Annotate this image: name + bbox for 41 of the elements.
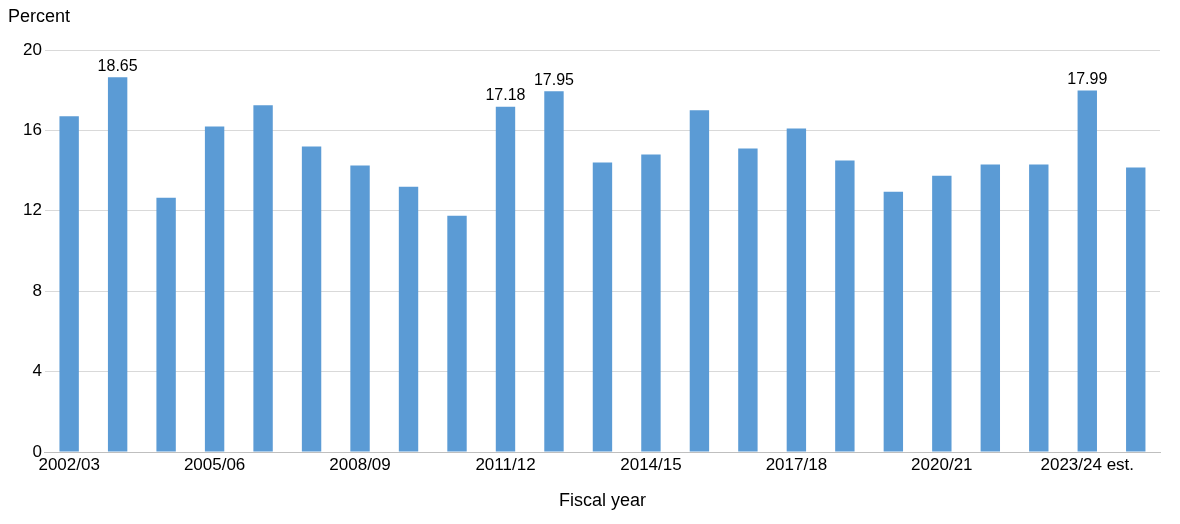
bar [980, 164, 1001, 452]
bar [204, 126, 225, 452]
bar [1077, 90, 1097, 452]
bar [592, 162, 613, 452]
data-label: 17.18 [485, 86, 526, 104]
data-label: 17.99 [1067, 69, 1108, 87]
bar [301, 146, 322, 452]
bar [350, 165, 370, 452]
x-tick-label: 2011/12 [475, 454, 536, 474]
bar [495, 106, 516, 452]
bar [398, 186, 419, 452]
x-tick-label: 2023/24 est. [1040, 454, 1135, 474]
bar [1126, 167, 1146, 452]
bar [641, 154, 661, 452]
y-tick-label: 4 [32, 361, 42, 381]
bar [883, 191, 904, 452]
bar [689, 110, 710, 452]
bar [253, 105, 273, 452]
bar [835, 160, 855, 452]
data-label: 17.95 [533, 70, 575, 88]
x-tick-label: 2020/21 [911, 454, 973, 474]
x-tick-label: 2005/06 [183, 454, 246, 474]
x-tick-label: 2008/09 [329, 454, 391, 474]
y-tick-label: 16 [22, 120, 42, 140]
bar [544, 91, 564, 452]
x-tick-label: 2017/18 [765, 454, 828, 474]
bar [1029, 164, 1049, 452]
x-tick-label: 2014/15 [620, 454, 682, 474]
bar [786, 128, 807, 452]
x-axis-title: Fiscal year [558, 490, 646, 511]
bar [156, 197, 176, 452]
bar [932, 175, 952, 452]
bar [107, 77, 128, 452]
y-tick-label: 12 [22, 200, 42, 220]
bar [447, 215, 467, 452]
data-label: 18.65 [97, 56, 138, 74]
y-tick-label: 20 [22, 39, 42, 59]
bar [738, 148, 758, 452]
y-axis-title: Percent [8, 5, 71, 26]
bar [59, 116, 79, 452]
y-tick-label: 8 [32, 280, 42, 300]
